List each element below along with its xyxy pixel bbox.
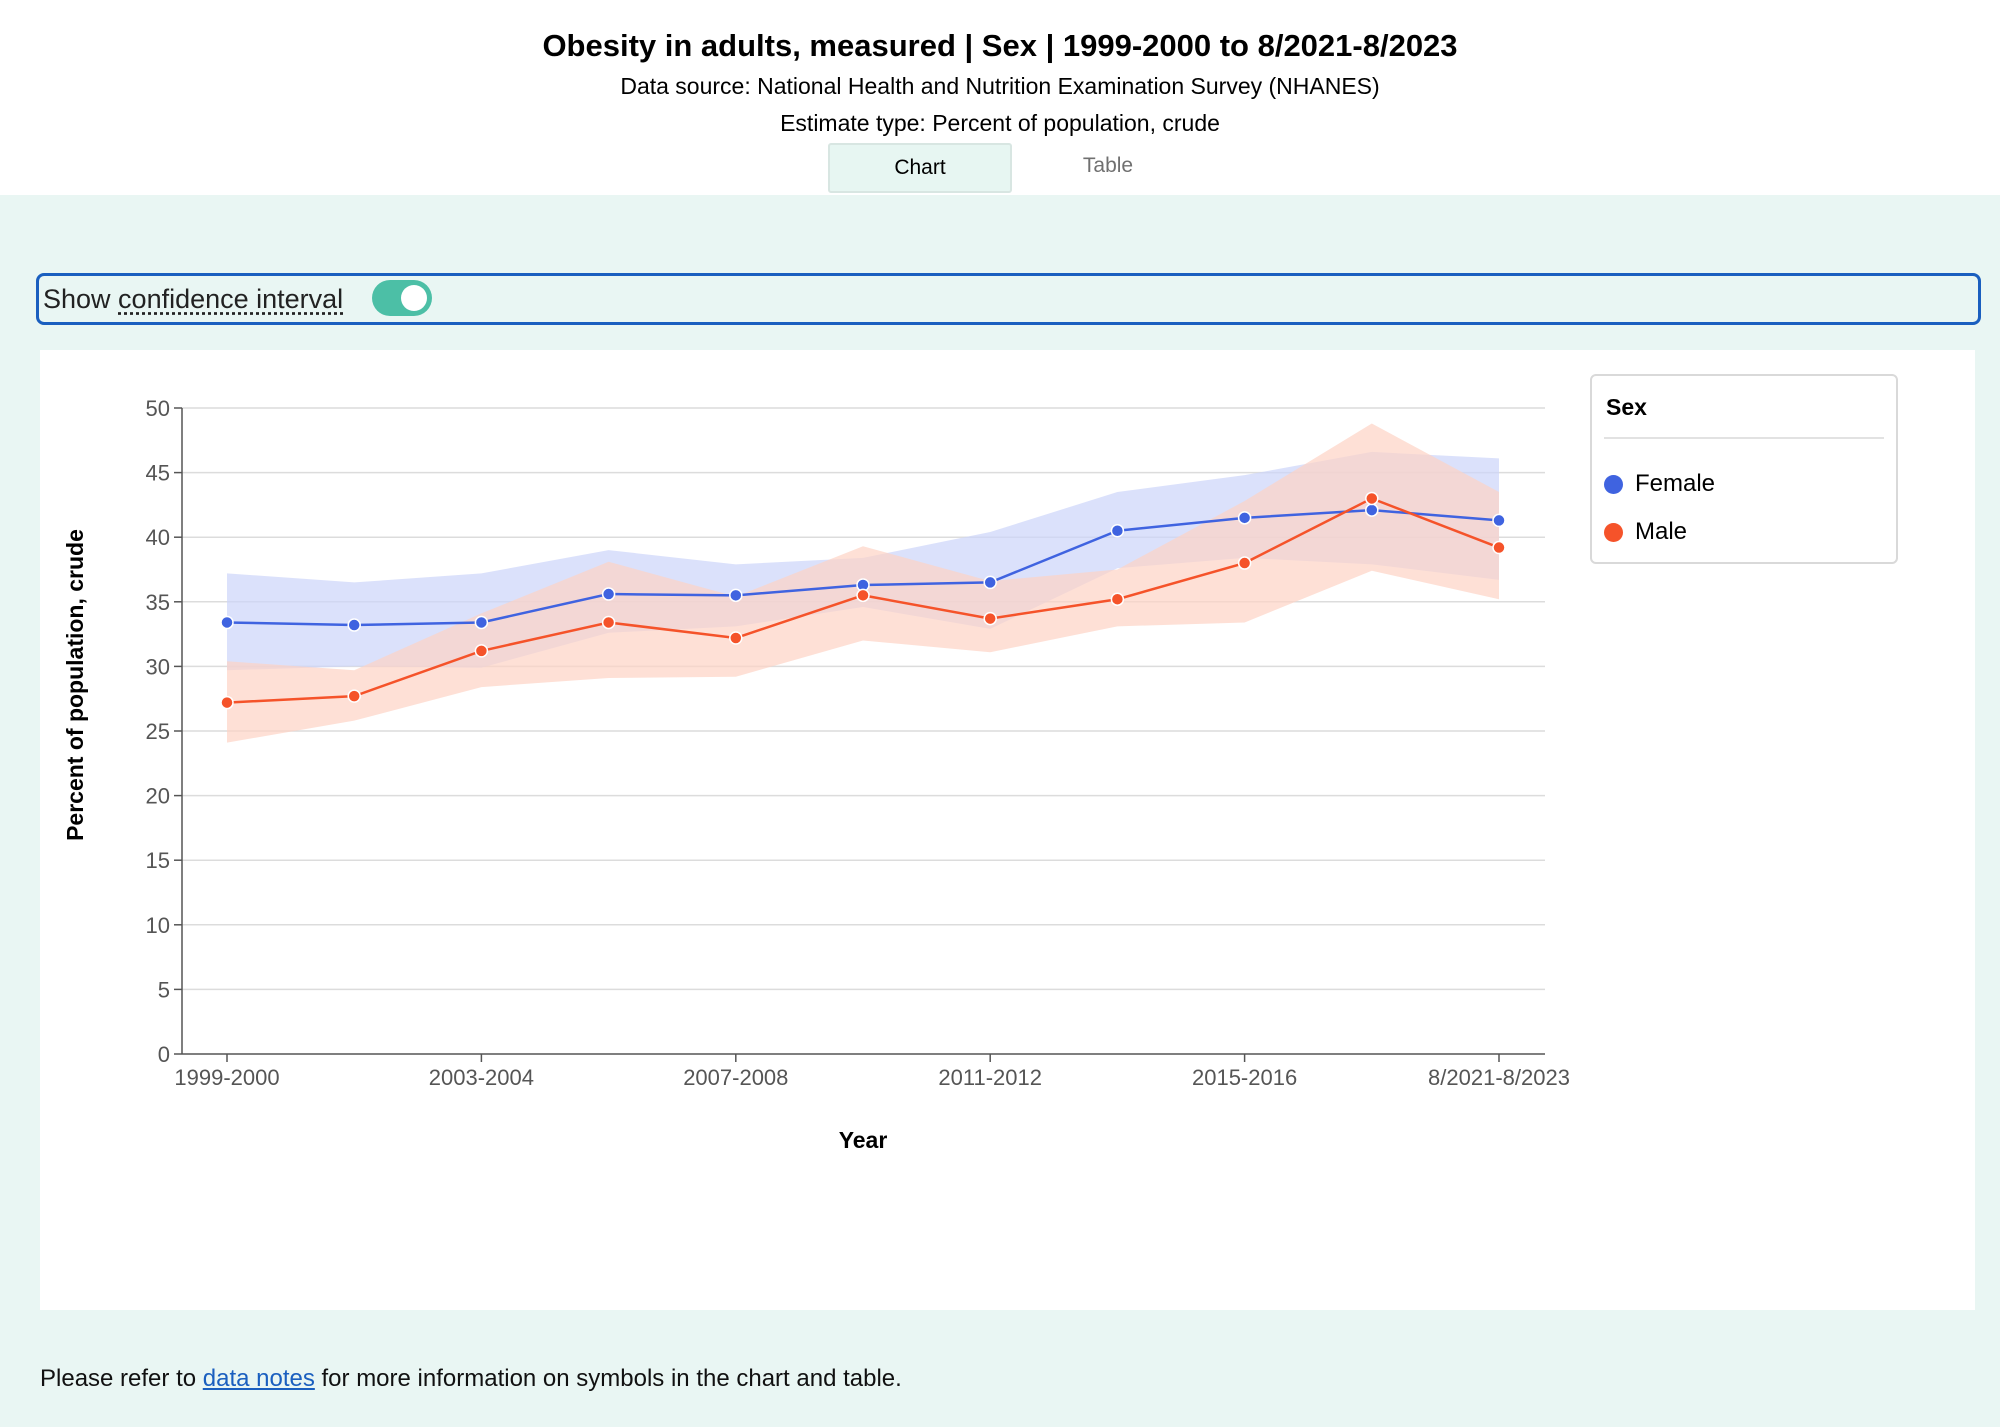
- confidence-interval-label: Show confidence interval: [43, 282, 343, 316]
- series-points: [220, 491, 1506, 710]
- x-tick-label: 2015-2016: [1192, 1065, 1297, 1090]
- chart-header: Obesity in adults, measured | Sex | 1999…: [0, 0, 2000, 195]
- y-tick-label: 15: [146, 848, 170, 873]
- y-tick-label: 5: [158, 977, 170, 1002]
- axes: 0 5 10 15 20 25 30 35 40 45 50 1999-2000 2003-2004 20…: [146, 396, 1570, 1090]
- data-notes-link[interactable]: data notes: [202, 1365, 315, 1392]
- legend-label-male: Male: [1635, 518, 1688, 545]
- y-tick-label: 20: [146, 784, 170, 809]
- estimate-type-text: Estimate type: Percent of population, cr…: [780, 110, 1220, 136]
- data-point-male: [347, 689, 361, 703]
- y-tick-label: 35: [146, 590, 170, 615]
- x-tick-label: 8/2021-8/2023: [1428, 1065, 1570, 1090]
- data-point-male: [1110, 592, 1125, 606]
- legend: Sex Female Male: [1590, 374, 1898, 564]
- legend-label-female: Female: [1635, 470, 1716, 497]
- tab-table[interactable]: Table: [1082, 154, 1134, 177]
- x-tick-label: 1999-2000: [174, 1065, 279, 1090]
- view-tabs: Chart Table: [828, 143, 1198, 193]
- show-label: Show: [43, 284, 119, 314]
- data-point-male: [220, 695, 234, 710]
- data-point-female: [474, 615, 489, 630]
- y-tick-label: 0: [158, 1042, 170, 1067]
- data-point-female: [347, 618, 361, 632]
- x-tick-label: 2011-2012: [938, 1065, 1042, 1090]
- data-point-female: [1365, 503, 1379, 517]
- data-point-male: [474, 644, 489, 658]
- data-point-female: [1110, 523, 1125, 538]
- legend-title: Sex: [1606, 394, 1647, 420]
- footer-text-after: for more information on symbols in the c…: [314, 1365, 902, 1392]
- data-point-male: [983, 611, 997, 626]
- confidence-interval-toggle[interactable]: [372, 280, 432, 316]
- y-tick-label: 10: [146, 913, 170, 938]
- data-point-male: [729, 631, 743, 645]
- legend-swatch-female: [1604, 475, 1623, 494]
- confidence-interval-term[interactable]: confidence interval: [118, 284, 344, 314]
- data-point-male: [1492, 540, 1506, 555]
- data-point-male: [1365, 491, 1379, 506]
- y-tick-label: 30: [146, 654, 170, 679]
- y-tick-label: 50: [146, 396, 170, 421]
- data-point-male: [856, 588, 870, 603]
- confidence-interval-control: Show confidence interval: [36, 273, 1981, 325]
- y-tick-label: 40: [146, 525, 170, 550]
- data-point-female: [601, 587, 616, 601]
- data-point-female: [729, 588, 743, 603]
- data-point-male: [601, 615, 616, 630]
- legend-swatch-male: [1604, 523, 1623, 542]
- chart-title: Obesity in adults, measured | Sex | 1999…: [542, 28, 1458, 63]
- x-tick-label: 2003-2004: [429, 1065, 534, 1090]
- data-point-male: [1237, 556, 1252, 570]
- data-point-female: [220, 615, 234, 630]
- footer-note: Please refer to data notes for more info…: [40, 1363, 902, 1395]
- x-axis-title: Year: [839, 1127, 888, 1153]
- y-axis-title: Percent of population, crude: [62, 529, 88, 841]
- data-point-female: [1237, 511, 1252, 525]
- legend-divider: [1604, 437, 1884, 439]
- footer-text-before: Please refer to: [40, 1365, 203, 1392]
- y-tick-label: 45: [146, 461, 170, 486]
- y-tick-label: 25: [146, 719, 170, 744]
- x-tick-label: 2007-2008: [683, 1065, 788, 1090]
- data-point-female: [1492, 513, 1506, 528]
- tab-chart[interactable]: Chart: [828, 143, 1012, 193]
- data-point-female: [983, 575, 997, 590]
- toggle-knob: [401, 285, 427, 311]
- data-source-text: Data source: National Health and Nutriti…: [620, 73, 1380, 99]
